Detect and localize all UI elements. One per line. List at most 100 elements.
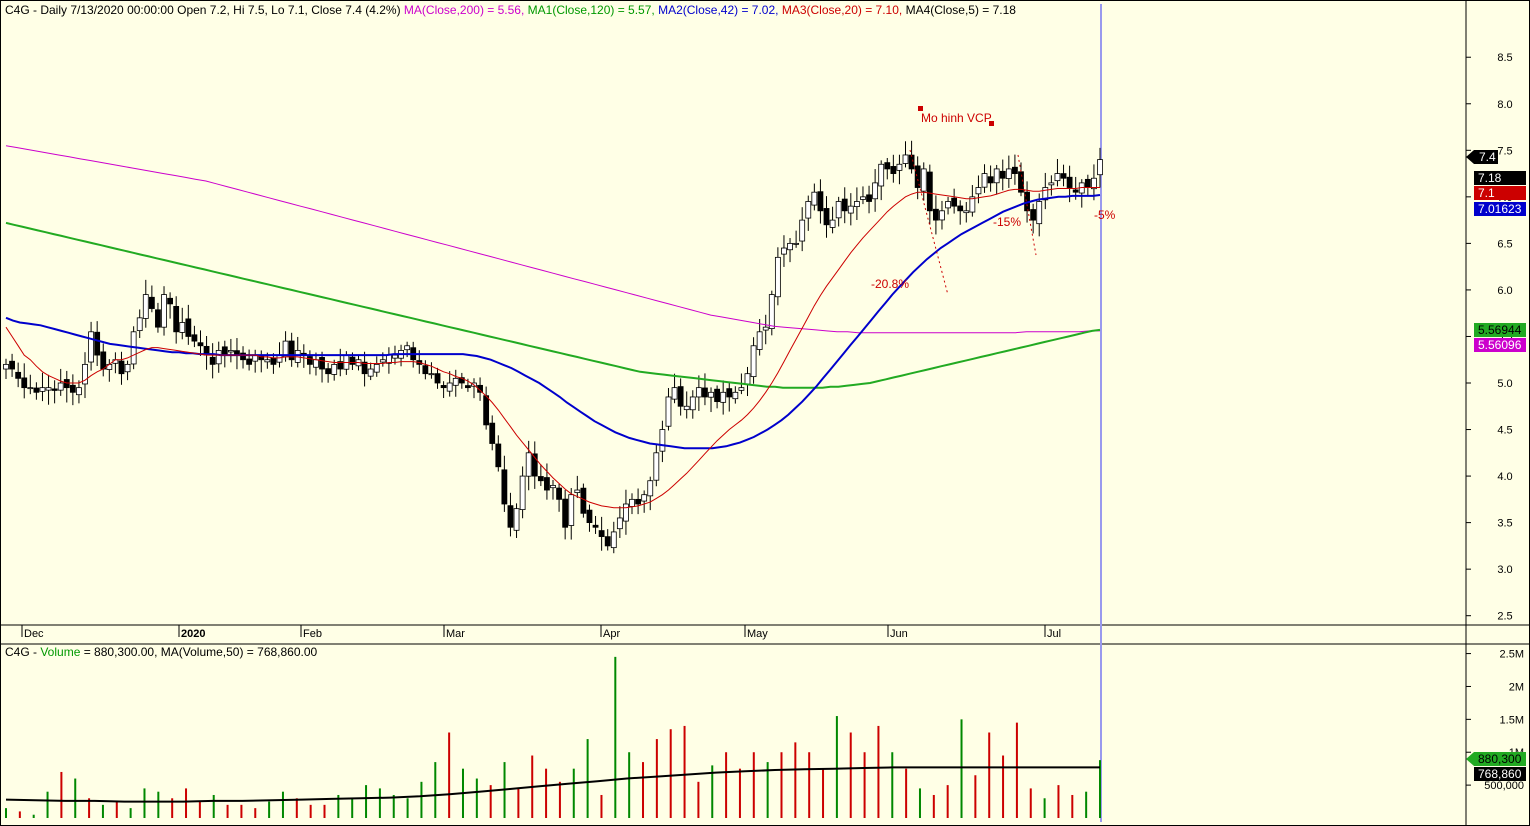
month-label: Mar [446, 628, 465, 640]
volume-bar [475, 778, 478, 818]
candle-body [957, 205, 964, 212]
volume-ma-tag-bg [1474, 767, 1526, 781]
candle-body [288, 340, 295, 361]
candle-body [270, 357, 277, 365]
candle-body [999, 170, 1006, 179]
candle-body [598, 530, 605, 537]
volume-bar [600, 794, 603, 818]
ma5-label: MA4(Close,5) = 7.18 [905, 3, 1016, 17]
ma120-tag-bg [1474, 323, 1526, 337]
pullback-label: -20.8% [871, 277, 909, 291]
candle-body [9, 360, 15, 370]
ma42-tag-bg [1474, 202, 1526, 216]
volume-bar [323, 804, 326, 818]
candle-body [616, 517, 623, 530]
candle-body [306, 356, 313, 365]
candle-body [629, 498, 635, 507]
volume-bar [240, 804, 243, 818]
candle-body [866, 194, 872, 202]
volume-bar [46, 791, 49, 818]
candle-body [969, 196, 976, 213]
ma200-line [5, 145, 1100, 334]
volume-bar [905, 768, 908, 818]
candle-body [428, 373, 435, 376]
volume-tag-bg [1466, 752, 1526, 766]
candle-body [592, 524, 599, 528]
volume-legend: C4G - Volume = 880,300.00, MA(Volume,50)… [5, 645, 317, 659]
volume-bar [891, 752, 894, 818]
candle-body [161, 294, 167, 328]
candle-body [1036, 201, 1043, 225]
volume-bar [960, 719, 963, 818]
candle-body [951, 197, 958, 207]
ma200-tag-bg [1474, 338, 1526, 352]
candle-body [720, 391, 727, 403]
volume-bar [669, 729, 672, 818]
volume-bar [946, 785, 949, 818]
candle-body [781, 247, 787, 255]
volume-bar [808, 752, 811, 818]
candle-body [525, 452, 532, 477]
candle-body [167, 297, 174, 305]
candle-body [550, 484, 556, 489]
candle-body [1030, 209, 1037, 221]
ma20-line [5, 187, 1100, 509]
volume-bar [60, 771, 63, 818]
ma5-tag: 7.18 [1478, 171, 1502, 185]
candle-body [452, 377, 459, 386]
volume-bar [74, 778, 77, 818]
candle-body [623, 503, 629, 522]
candle-body [27, 387, 34, 390]
volume-bar [711, 765, 714, 818]
candle-body [562, 498, 569, 528]
volume-bar [281, 791, 284, 818]
ohlc-info: C4G - Daily 7/13/2020 00:00:00 Open 7.2,… [5, 3, 401, 17]
volume-bar [766, 762, 769, 818]
volume-bar [212, 794, 215, 818]
candle-body [155, 309, 161, 328]
candle-body [647, 480, 654, 497]
volume-bar [198, 801, 201, 818]
candle-body [890, 166, 897, 174]
candle-body [331, 363, 338, 375]
candle-body [379, 359, 386, 363]
candle-body [477, 384, 483, 393]
volume-bar [1002, 755, 1005, 818]
ma200-label: MA(Close,200) = 5.56, [403, 3, 525, 17]
candle-body [574, 489, 581, 494]
candle-body [349, 356, 356, 365]
month-label: Jul [1047, 628, 1061, 640]
candle-body [817, 191, 824, 212]
volume-bar [1043, 798, 1046, 818]
candle-body [1005, 168, 1012, 179]
volume-bar [226, 804, 229, 818]
candle-body [513, 508, 520, 531]
volume-tick-label: 2M [1509, 681, 1524, 693]
candle-body [21, 377, 28, 389]
candle-body [209, 356, 216, 365]
candle-body [519, 475, 526, 510]
candle-body [987, 176, 994, 184]
pullback-line [1017, 154, 1037, 256]
candle-body [446, 382, 453, 392]
volume-bar [835, 716, 838, 818]
volume-bar [18, 811, 21, 818]
vcp-marker [918, 106, 923, 111]
ma42-label: MA2(Close,42) = 7.02, [658, 3, 779, 17]
volume-values: = 880,300.00, MA(Volume,50) = 768,860.00 [80, 645, 318, 659]
candle-body [3, 363, 9, 370]
volume-ma-line [5, 766, 1100, 803]
volume-bar [988, 732, 991, 818]
candle-body [714, 388, 720, 403]
candle-body [689, 396, 696, 411]
candle-body [1042, 187, 1049, 201]
candle-body [659, 429, 666, 452]
candle-body [495, 443, 502, 468]
volume-bar [558, 781, 561, 818]
ma20-tag-bg [1474, 186, 1526, 200]
volume-bar [655, 739, 658, 818]
price-tick-label: 3.5 [1497, 518, 1512, 530]
price-tick-label: 3.0 [1497, 564, 1512, 576]
candle-body [240, 352, 246, 361]
